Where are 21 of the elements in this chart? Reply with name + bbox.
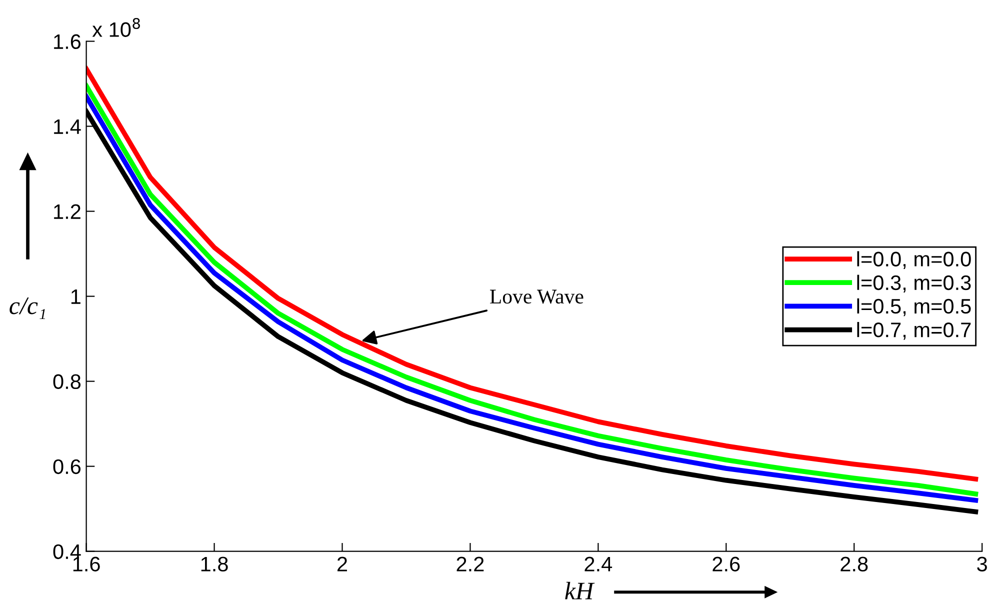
legend-label: l=0.7, m=0.7 — [857, 322, 971, 340]
y-tick-label: 0.6 — [53, 459, 81, 474]
legend-label: l=0.3, m=0.3 — [857, 274, 971, 293]
x-tick-label: 2.8 — [840, 556, 868, 572]
x-axis-title: kH — [565, 582, 595, 600]
annotation: Love Wave — [490, 290, 584, 304]
x-tick-label: 1.8 — [201, 556, 228, 572]
y-tick-label: 0.8 — [53, 374, 81, 390]
text: x 10$^{8}$ — [92, 18, 140, 37]
x-tick-label: 3 — [977, 556, 987, 572]
y-axis-title: c/c₁ — [10, 298, 46, 320]
legend-label: l=0.5, m=0.5 — [857, 298, 971, 316]
y-tick-label: 1 — [71, 290, 80, 304]
x-tick-label: 2.2 — [456, 556, 484, 572]
legend-label: l=0.0, m=0.0 — [857, 251, 971, 269]
y-tick-label: 1.2 — [54, 204, 80, 219]
y-tick-label: 1.4 — [54, 119, 81, 134]
x-tick-label: 2.6 — [712, 556, 740, 572]
x-tick-label: 2.4 — [584, 556, 612, 572]
y-tick-label: 1.6 — [54, 34, 81, 50]
x-tick-label: 2 — [337, 556, 347, 572]
